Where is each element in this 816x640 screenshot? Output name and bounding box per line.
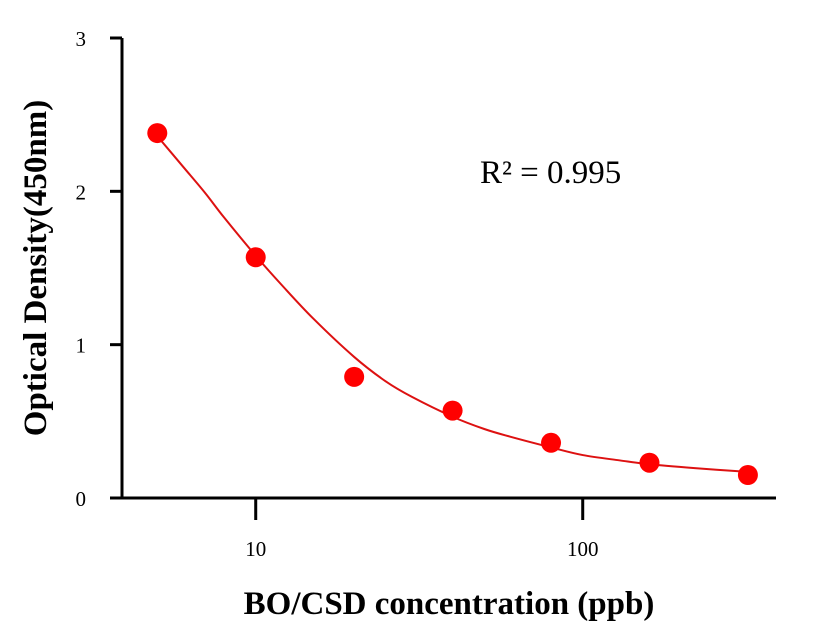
x-tick-label: 100 [567, 537, 599, 561]
y-tick-label: 1 [76, 334, 87, 358]
r-squared-annotation: R² = 0.995 [480, 155, 621, 191]
y-tick-label: 0 [76, 487, 87, 511]
y-tick-label: 2 [76, 180, 87, 204]
data-point [147, 123, 168, 144]
data-point [442, 400, 463, 421]
x-tick-label: 10 [245, 537, 266, 561]
x-axis-title: BO/CSD concentration (ppb) [244, 586, 655, 622]
fit-curve [156, 135, 748, 473]
data-point [344, 366, 365, 387]
y-tick-label: 3 [76, 27, 87, 51]
data-point [245, 247, 266, 268]
y-axis-title: Optical Density(450nm) [18, 100, 54, 436]
data-point [639, 452, 660, 473]
data-point [737, 465, 758, 485]
data-point [541, 432, 562, 453]
